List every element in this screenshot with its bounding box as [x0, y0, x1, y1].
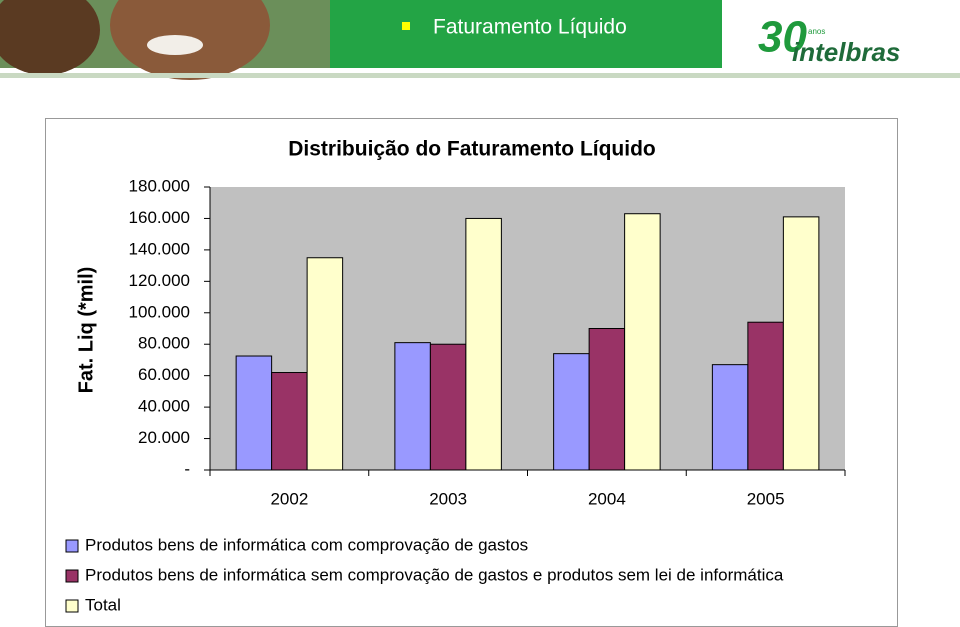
- bar: [306, 257, 344, 471]
- y-tick-label: 60.000: [138, 365, 190, 384]
- y-tick-label: 180.000: [129, 176, 190, 195]
- y-tick-label: 140.000: [129, 239, 190, 258]
- bar: [711, 364, 749, 471]
- bar: [624, 213, 661, 471]
- bar: [394, 342, 431, 471]
- bar: [429, 343, 467, 471]
- photo-smile: [147, 35, 203, 55]
- legend-label: Total: [85, 595, 121, 614]
- bar: [553, 353, 590, 471]
- y-tick-label: 40.000: [138, 397, 190, 416]
- bar: [588, 328, 626, 471]
- logo-caption: anos: [808, 27, 825, 36]
- y-tick-label: 100.000: [129, 302, 190, 321]
- bar: [271, 372, 308, 471]
- legend-label: Produtos bens de informática com comprov…: [85, 535, 528, 554]
- y-tick-label: 20.000: [138, 428, 190, 447]
- x-tick-label: 2003: [429, 489, 467, 508]
- legend-swatch: [65, 569, 79, 583]
- header-rule: [0, 73, 960, 78]
- x-tick-label: 2004: [588, 489, 626, 508]
- bar: [235, 355, 273, 471]
- photo-person: [0, 0, 100, 75]
- chart-title: Distribuição do Faturamento Líquido: [288, 138, 656, 161]
- title-bullet: [402, 22, 410, 30]
- logo-name: intelbras: [792, 37, 900, 67]
- bar: [747, 321, 784, 471]
- x-tick-label: 2002: [270, 489, 308, 508]
- logo-number: 30: [758, 13, 807, 62]
- bar: [465, 217, 502, 471]
- y-axis-label: Fat. Liq (*mil): [75, 267, 97, 394]
- header-right: [330, 0, 722, 68]
- y-tick-label: 80.000: [138, 334, 190, 353]
- slide-title: Faturamento Líquido: [433, 16, 627, 39]
- y-tick-label: -: [184, 459, 190, 478]
- y-tick-label: 120.000: [129, 271, 190, 290]
- y-tick-label: 160.000: [129, 208, 190, 227]
- legend-swatch: [65, 539, 79, 553]
- x-tick-label: 2005: [747, 489, 785, 508]
- legend-label: Produtos bens de informática sem comprov…: [85, 565, 784, 584]
- legend-swatch: [65, 599, 79, 613]
- bar: [782, 216, 820, 471]
